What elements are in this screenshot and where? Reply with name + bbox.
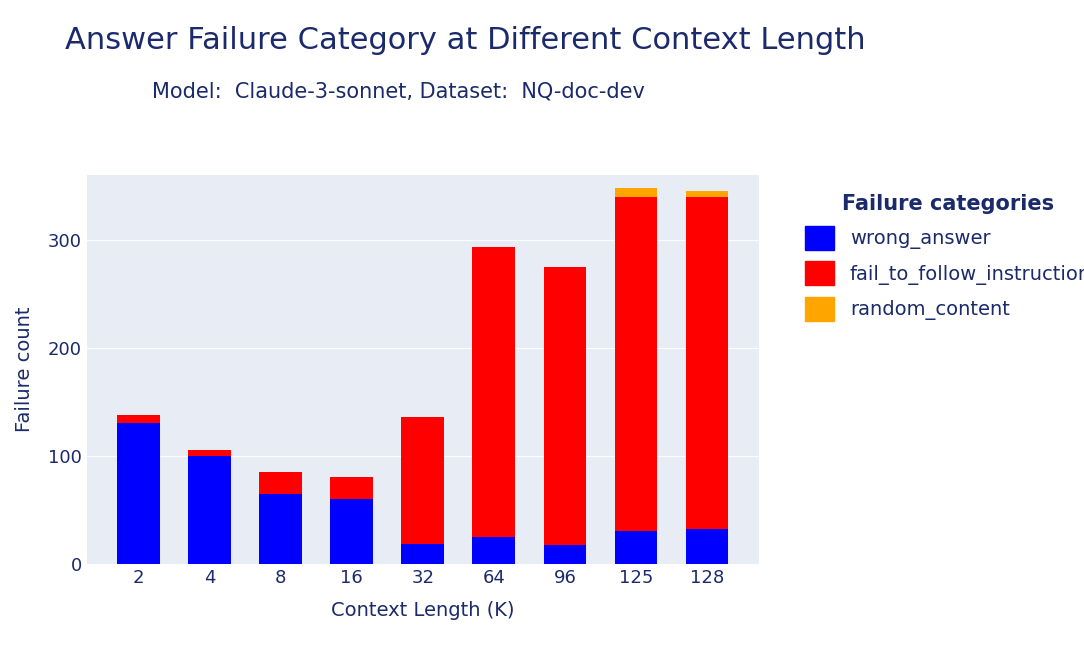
Bar — [615, 531, 657, 564]
Bar — [685, 196, 728, 529]
Bar — [259, 472, 302, 494]
Bar — [473, 537, 515, 564]
Bar — [401, 417, 444, 544]
Bar — [189, 456, 231, 564]
Bar — [401, 544, 444, 564]
Bar — [615, 188, 657, 196]
Bar — [473, 248, 515, 537]
Legend: wrong_answer, fail_to_follow_instruction, random_content: wrong_answer, fail_to_follow_instruction… — [796, 185, 1084, 330]
Bar — [543, 267, 586, 546]
X-axis label: Context Length (K): Context Length (K) — [331, 601, 515, 619]
Text: Model:  Claude-3-sonnet, Dataset:  NQ-doc-dev: Model: Claude-3-sonnet, Dataset: NQ-doc-… — [152, 81, 645, 101]
Bar — [331, 499, 373, 564]
Bar — [117, 423, 160, 564]
Bar — [259, 494, 302, 564]
Bar — [189, 450, 231, 456]
Bar — [117, 415, 160, 423]
Text: Answer Failure Category at Different Context Length: Answer Failure Category at Different Con… — [65, 26, 866, 55]
Y-axis label: Failure count: Failure count — [15, 307, 34, 432]
Bar — [685, 529, 728, 564]
Bar — [615, 196, 657, 531]
Bar — [685, 191, 728, 196]
Bar — [543, 546, 586, 564]
Bar — [331, 478, 373, 499]
